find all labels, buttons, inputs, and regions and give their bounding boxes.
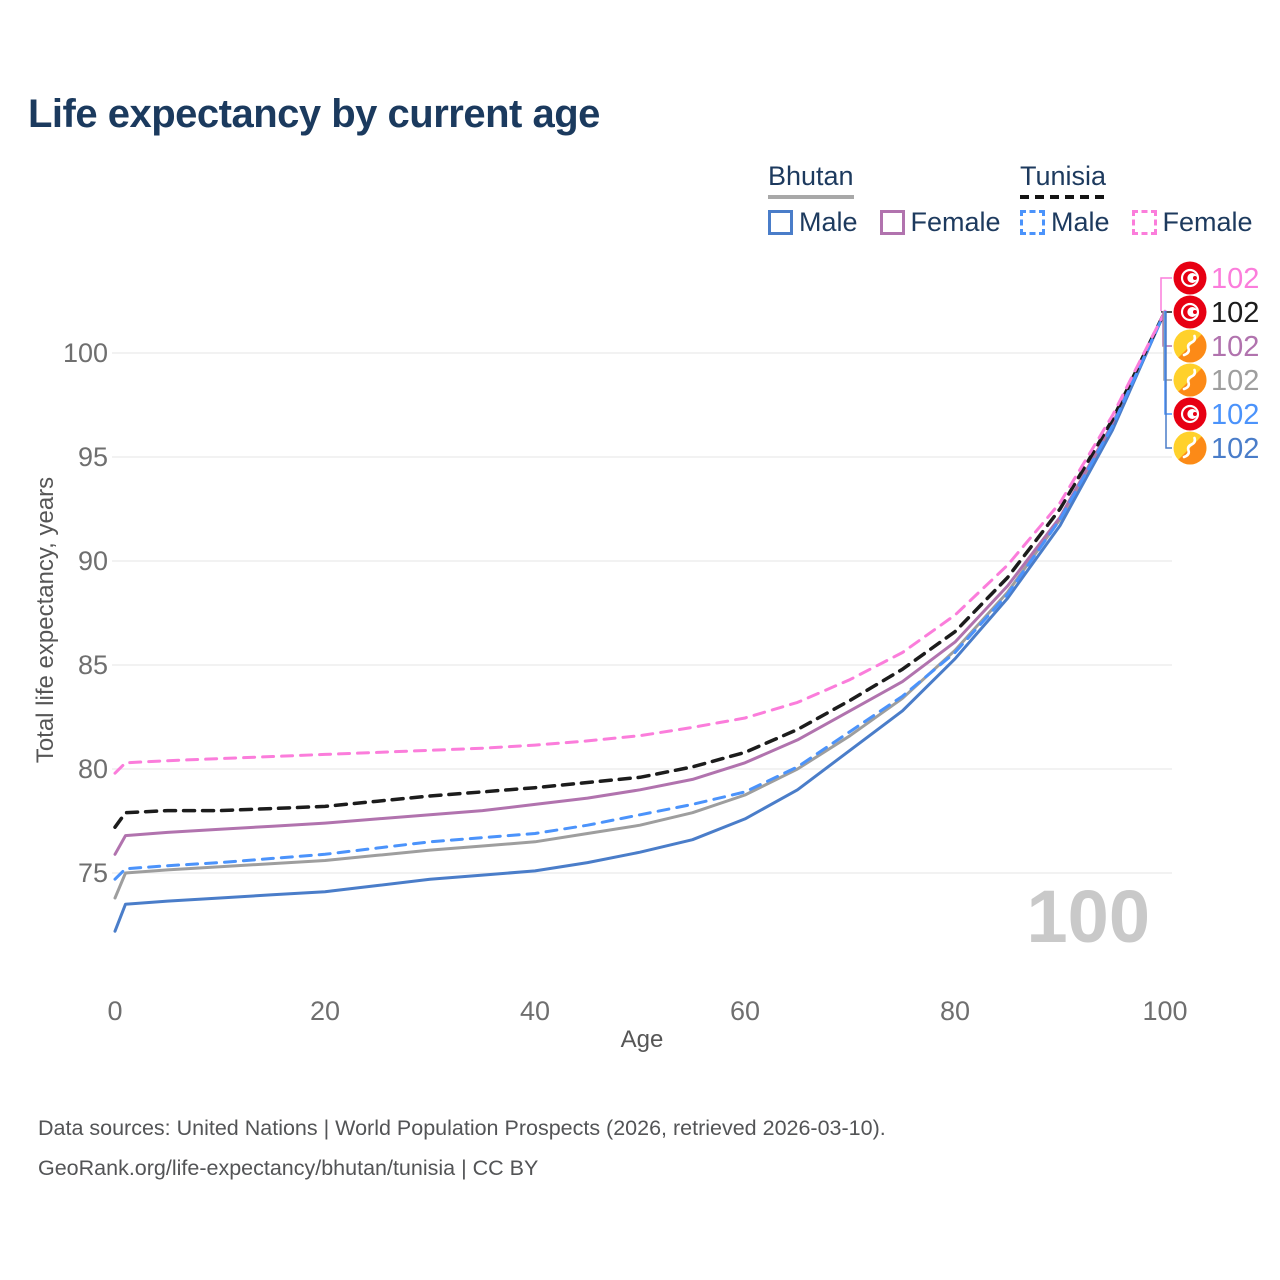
data-source: Data sources: United Nations | World Pop… (38, 1108, 886, 1188)
end-label-connector-tunisia-male (1164, 311, 1172, 415)
y-tick-label-75: 75 (78, 858, 108, 888)
legend-label-tunisia-female: Female (1162, 207, 1253, 237)
y-tick-label-95: 95 (78, 442, 108, 472)
legend-item-bhutan-male[interactable]: Male (768, 207, 858, 238)
series-line-tunisia-total[interactable] (113, 309, 1167, 829)
x-tick-label-40: 40 (520, 996, 550, 1026)
bhutan-flag-icon (1173, 363, 1207, 397)
series-line-bhutan-female[interactable] (113, 309, 1167, 856)
x-tick-label-100: 100 (1142, 996, 1187, 1026)
x-axis-title: Age (620, 1026, 664, 1053)
end-label-connector-tunisia-female (1160, 277, 1172, 311)
legend-group-tunisia: Tunisia Male Female (1020, 161, 1253, 238)
tunisia-flag-icon (1173, 261, 1207, 295)
legend-underline-tunisia-dashed (1020, 195, 1107, 199)
tunisia-flag-icon (1173, 397, 1207, 431)
legend-item-tunisia-male[interactable]: Male (1020, 207, 1110, 238)
legend-swatch-tunisia-female (1131, 210, 1157, 235)
legend-title-bhutan[interactable]: Bhutan (768, 161, 854, 191)
y-tick-label-100: 100 (63, 338, 108, 368)
y-tick-label-85: 85 (78, 650, 108, 680)
page-title: Life expectancy by current age (28, 92, 600, 136)
y-tick-label-90: 90 (78, 546, 108, 576)
legend-item-tunisia-female[interactable]: Female (1131, 207, 1253, 238)
series-line-bhutan-male[interactable] (113, 309, 1167, 933)
end-label-value-bhutan-total: 102 (1211, 365, 1259, 397)
end-label-value-tunisia-total: 102 (1211, 297, 1259, 329)
legend-item-bhutan-female[interactable]: Female (879, 207, 1001, 238)
legend-underline-bhutan-solid (768, 195, 854, 199)
legend-group-bhutan: Bhutan Male Female (768, 161, 1001, 238)
hovered-age-watermark: 100 (1026, 875, 1150, 958)
tunisia-flag-icon (1173, 295, 1207, 329)
end-label-value-tunisia-male: 102 (1211, 399, 1259, 431)
legend-swatch-bhutan-male (768, 210, 793, 235)
end-label-value-tunisia-female: 102 (1211, 263, 1259, 295)
bhutan-flag-icon (1173, 431, 1207, 465)
data-source-line-2: GeoRank.org/life-expectancy/bhutan/tunis… (38, 1156, 539, 1180)
x-tick-label-20: 20 (310, 996, 340, 1026)
legend-label-bhutan-female: Female (910, 207, 1001, 237)
series-line-tunisia-female[interactable] (113, 309, 1167, 775)
series-line-bhutan-total[interactable] (113, 309, 1167, 900)
end-label-connector-bhutan-female (1162, 311, 1172, 347)
end-label-connector-bhutan-total (1163, 311, 1172, 381)
end-label-value-bhutan-female: 102 (1211, 331, 1259, 363)
x-tick-label-80: 80 (940, 996, 970, 1026)
series-line-tunisia-male[interactable] (113, 309, 1167, 881)
x-tick-label-0: 0 (107, 996, 122, 1026)
legend-label-bhutan-male: Male (799, 207, 858, 237)
legend-label-tunisia-male: Male (1051, 207, 1110, 237)
legend-swatch-tunisia-male (1020, 210, 1045, 235)
y-tick-label-80: 80 (78, 754, 108, 784)
data-source-line-1: Data sources: United Nations | World Pop… (38, 1116, 886, 1140)
end-label-connector-bhutan-male (1165, 311, 1172, 449)
end-label-value-bhutan-male: 102 (1211, 433, 1259, 465)
legend-swatch-bhutan-female (879, 210, 905, 235)
x-tick-label-60: 60 (730, 996, 760, 1026)
bhutan-flag-icon (1173, 329, 1207, 363)
end-label-connector-tunisia-total (1161, 311, 1172, 313)
legend-title-tunisia[interactable]: Tunisia (1020, 161, 1107, 191)
